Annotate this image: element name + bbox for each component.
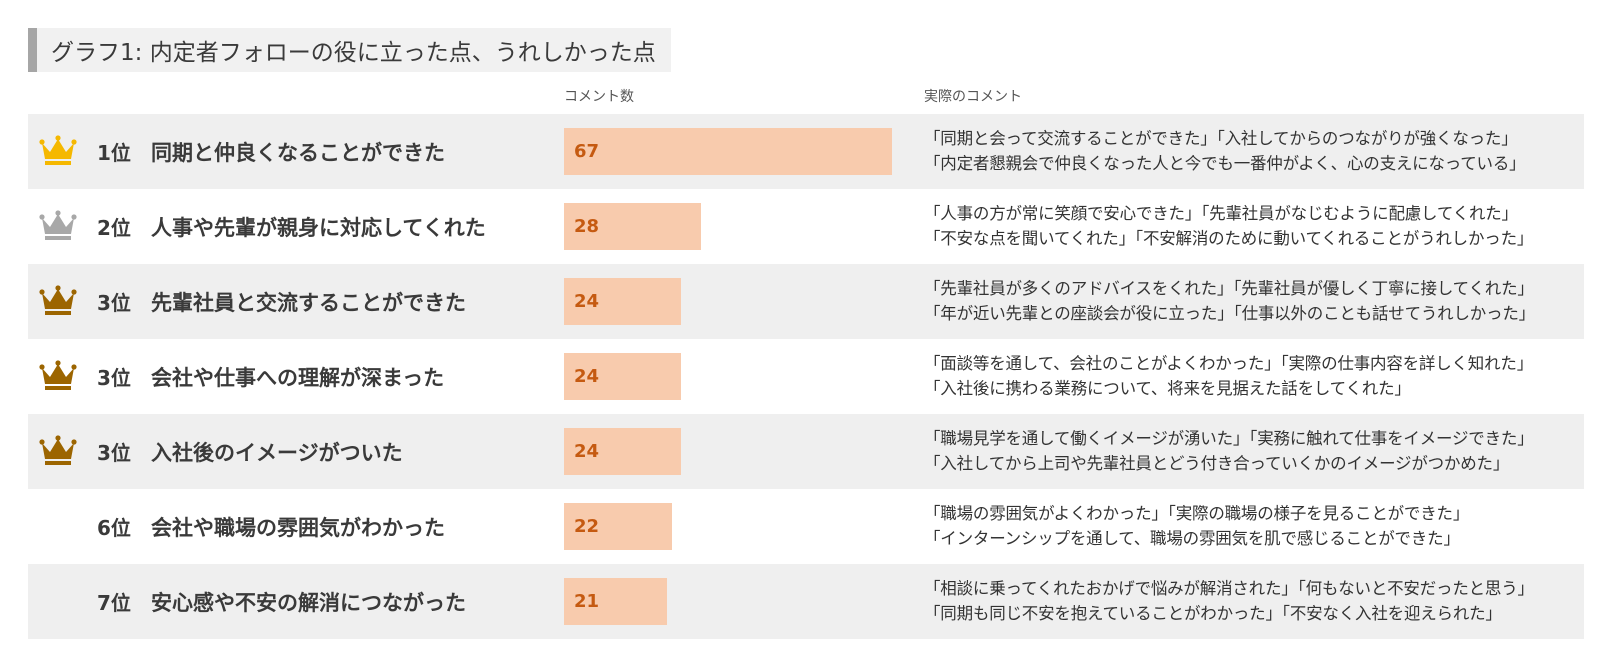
ranking-row: 3位 入社後のイメージがついた 24 「職場見学を通して働くイメージが湧いた」「実務に… xyxy=(28,414,1584,489)
bar-value-label: 24 xyxy=(574,291,600,312)
bar-value-label: 24 xyxy=(574,366,600,387)
comment-block: 「職場見学を通して働くイメージが湧いた」「実務に触れて仕事をイメージできた」 「入… xyxy=(924,426,1584,476)
category-label: 安心感や不安の解消につながった xyxy=(151,590,466,615)
ranking-row: 1位 同期と仲良くなることができた 67 「同期と会って交流することができた」「入社し… xyxy=(28,114,1584,189)
gold-crown-icon xyxy=(39,134,77,168)
comment-block: 「職場の雰囲気がよくわかった」「実際の職場の様子を見ることができた」 「インターン… xyxy=(924,501,1584,551)
comment-line: 「先輩社員が多くのアドバイスをくれた」「先輩社員が優しく丁寧に接してくれた」 xyxy=(924,279,1534,298)
bar-value-label: 22 xyxy=(574,516,600,537)
comment-line: 「同期と会って交流することができた」「入社してからのつながりが強くなった」 xyxy=(924,129,1518,148)
comment-line: 「面談等を通して、会社のことがよくわかった」「実際の仕事内容を詳しく知れた」 xyxy=(924,354,1534,373)
chart-title: グラフ1: 内定者フォローの役に立った点、うれしかった点 xyxy=(28,28,671,72)
rank-label: 3位 xyxy=(97,366,131,390)
ranking-row: 2位 人事や先輩が親身に対応してくれた 28 「人事の方が常に笑顔で安心できた」「先輩… xyxy=(28,189,1584,264)
bar xyxy=(564,203,701,250)
category-label: 入社後のイメージがついた xyxy=(151,440,403,465)
silver-crown-icon xyxy=(39,209,77,243)
comment-block: 「人事の方が常に笑顔で安心できた」「先輩社員がなじむように配慮してくれた」 「不安… xyxy=(924,201,1584,251)
rank-label: 3位 xyxy=(97,291,131,315)
ranking-row: 3位 先輩社員と交流することができた 24 「先輩社員が多くのアドバイスをくれた」「先… xyxy=(28,264,1584,339)
bar xyxy=(564,428,681,475)
category-label: 先輩社員と交流することができた xyxy=(151,290,466,315)
comment-line: 「インターンシップを通して、職場の雰囲気を肌で感じることができた」 xyxy=(924,529,1460,548)
comment-block: 「同期と会って交流することができた」「入社してからのつながりが強くなった」 「内定… xyxy=(924,126,1584,176)
column-header-count: コメント数 xyxy=(564,89,634,105)
bar xyxy=(564,578,667,625)
comment-line: 「人事の方が常に笑顔で安心できた」「先輩社員がなじむように配慮してくれた」 xyxy=(924,204,1518,223)
comment-line: 「入社してから上司や先輩社員とどう付き合っていくかのイメージがつかめた」 xyxy=(924,454,1510,473)
bar xyxy=(564,128,892,175)
comment-line: 「不安な点を聞いてくれた」「不安解消のために動いてくれることがうれしかった」 xyxy=(924,229,1534,248)
bar xyxy=(564,278,681,325)
rank-label: 7位 xyxy=(97,591,131,615)
category-label: 同期と仲良くなることができた xyxy=(151,140,445,165)
bronze-crown-icon xyxy=(39,434,77,468)
comment-line: 「内定者懇親会で仲良くなった人と今でも一番仲がよく、心の支えになっている」 xyxy=(924,154,1526,173)
category-label: 会社や職場の雰囲気がわかった xyxy=(151,515,445,540)
rank-label: 3位 xyxy=(97,441,131,465)
column-header-comment: 実際のコメント xyxy=(924,89,1022,105)
ranking-row: 6位 会社や職場の雰囲気がわかった 22 「職場の雰囲気がよくわかった」「実際の職場の… xyxy=(28,489,1584,564)
bronze-crown-icon xyxy=(39,284,77,318)
rank-label: 6位 xyxy=(97,516,131,540)
ranking-row: 3位 会社や仕事への理解が深まった 24 「面談等を通して、会社のことがよくわかった」… xyxy=(28,339,1584,414)
comment-line: 「同期も同じ不安を抱えていることがわかった」「不安なく入社を迎えられた」 xyxy=(924,604,1502,623)
bar-value-label: 21 xyxy=(574,591,600,612)
ranking-table: 1位 同期と仲良くなることができた 67 「同期と会って交流することができた」「入社し… xyxy=(28,114,1584,639)
bronze-crown-icon xyxy=(39,359,77,393)
bar xyxy=(564,503,672,550)
rank-label: 2位 xyxy=(97,216,131,240)
category-label: 会社や仕事への理解が深まった xyxy=(151,365,445,390)
bar-value-label: 67 xyxy=(574,141,600,162)
chart-title-text: グラフ1: 内定者フォローの役に立った点、うれしかった点 xyxy=(51,40,656,66)
comment-line: 「入社後に携わる業務について、将来を見据えた話をしてくれた」 xyxy=(924,379,1411,398)
bar-value-label: 24 xyxy=(574,441,600,462)
rank-label: 1位 xyxy=(97,141,131,165)
comment-line: 「相談に乗ってくれたおかげで悩みが解消された」「何もないと不安だったと思う」 xyxy=(924,579,1534,598)
comment-line: 「職場の雰囲気がよくわかった」「実際の職場の様子を見ることができた」 xyxy=(924,504,1470,523)
comment-block: 「先輩社員が多くのアドバイスをくれた」「先輩社員が優しく丁寧に接してくれた」 「年… xyxy=(924,276,1584,326)
ranking-row: 7位 安心感や不安の解消につながった 21 「相談に乗ってくれたおかげで悩みが解消され… xyxy=(28,564,1584,639)
category-label: 人事や先輩が親身に対応してくれた xyxy=(151,215,486,240)
comment-block: 「相談に乗ってくれたおかげで悩みが解消された」「何もないと不安だったと思う」 「同… xyxy=(924,576,1584,626)
bar xyxy=(564,353,681,400)
comment-line: 「職場見学を通して働くイメージが湧いた」「実務に触れて仕事をイメージできた」 xyxy=(924,429,1534,448)
comment-line: 「年が近い先輩との座談会が役に立った」「仕事以外のことも話せてうれしかった」 xyxy=(924,304,1535,323)
comment-block: 「面談等を通して、会社のことがよくわかった」「実際の仕事内容を詳しく知れた」 「入… xyxy=(924,351,1584,401)
bar-value-label: 28 xyxy=(574,216,600,237)
